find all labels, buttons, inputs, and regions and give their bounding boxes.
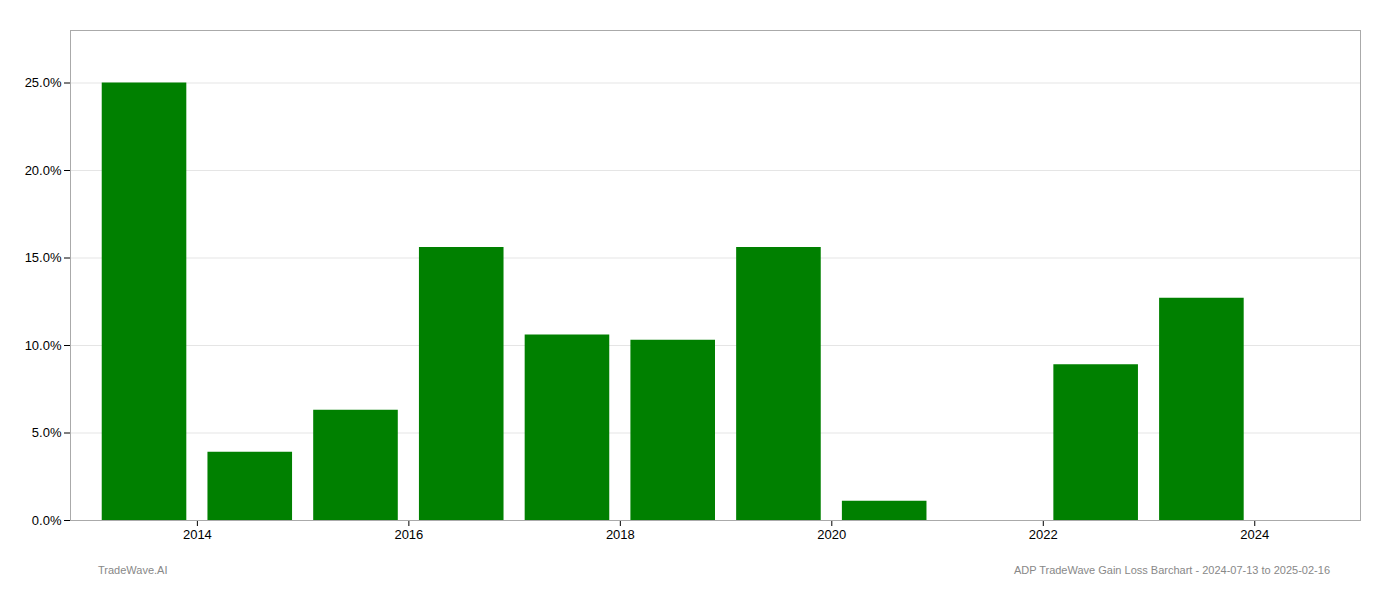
svg-text:25.0%: 25.0% [25,75,62,90]
svg-text:2022: 2022 [1029,527,1058,542]
svg-text:5.0%: 5.0% [32,425,62,440]
svg-text:10.0%: 10.0% [25,338,62,353]
html-text:TradeWave.AI: TradeWave.AI [98,564,168,576]
svg-text:2018: 2018 [606,527,635,542]
svg-text:2016: 2016 [394,527,423,542]
svg-text:2014: 2014 [183,527,212,542]
svg-text:0.0%: 0.0% [32,513,62,528]
html-text:ADP TradeWave Gain Loss Barcha: ADP TradeWave Gain Loss Barchart - 2024-… [1013,564,1330,576]
svg-text:15.0%: 15.0% [25,250,62,265]
svg-text:20.0%: 20.0% [25,163,62,178]
svg-text:2024: 2024 [1240,527,1269,542]
svg-text:2020: 2020 [817,527,846,542]
